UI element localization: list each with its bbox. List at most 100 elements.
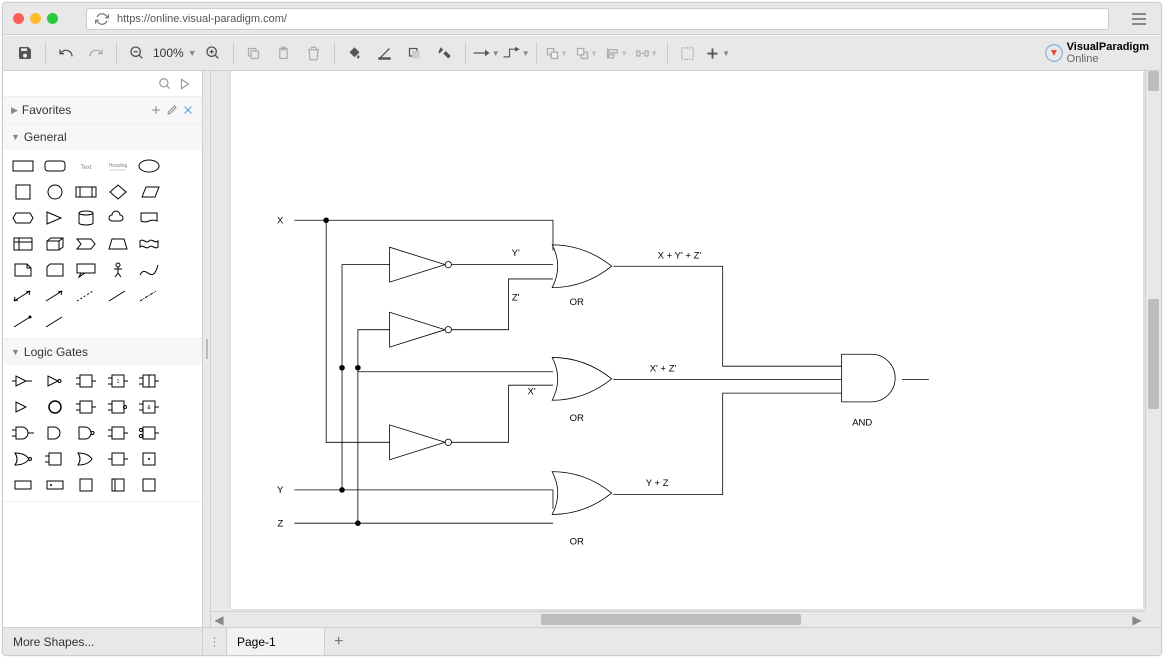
back-button[interactable]: ▼ (573, 39, 601, 67)
front-button[interactable]: ▼ (543, 39, 571, 67)
gate-nand[interactable] (72, 423, 100, 443)
add-tab-button[interactable]: + (325, 628, 353, 655)
gate-box9[interactable] (41, 449, 69, 469)
shape-note[interactable] (9, 260, 37, 280)
gate-box2[interactable]: 1 (104, 371, 132, 391)
shape-ellipse[interactable] (135, 156, 163, 176)
more-shapes-button[interactable]: More Shapes... (3, 628, 203, 655)
redo-button[interactable] (82, 39, 110, 67)
close-icon[interactable] (13, 13, 24, 24)
gate-box8[interactable] (135, 423, 163, 443)
waypoint-button[interactable]: ▼ (502, 39, 530, 67)
shape-text[interactable]: Text (72, 156, 100, 176)
shape-rect[interactable] (9, 156, 37, 176)
zoom-out-button[interactable] (123, 39, 151, 67)
zoom-level[interactable]: 100% ▼ (153, 46, 197, 60)
gate-buffer2[interactable] (9, 397, 37, 417)
stroke-button[interactable] (371, 39, 399, 67)
shape-cube[interactable] (41, 234, 69, 254)
shape-dotdash[interactable] (135, 286, 163, 306)
shape-cloud[interactable] (104, 208, 132, 228)
zoom-in-button[interactable] (199, 39, 227, 67)
shape-line2[interactable] (104, 286, 132, 306)
shape-step[interactable] (72, 234, 100, 254)
undo-button[interactable] (52, 39, 80, 67)
align-button[interactable]: ▼ (603, 39, 631, 67)
delete-button[interactable] (300, 39, 328, 67)
shape-trapezoid[interactable] (104, 234, 132, 254)
gate-not[interactable] (41, 371, 69, 391)
maximize-icon[interactable] (47, 13, 58, 24)
shadow-button[interactable] (401, 39, 429, 67)
shape-cylinder[interactable] (72, 208, 100, 228)
shape-callout[interactable] (72, 260, 100, 280)
gate-box7[interactable] (104, 423, 132, 443)
shape-internal[interactable] (9, 234, 37, 254)
paste-button[interactable] (270, 39, 298, 67)
gate-box13[interactable] (41, 475, 69, 495)
shape-heading[interactable]: Heading (104, 156, 132, 176)
shape-square[interactable] (9, 182, 37, 202)
edit-icon[interactable] (166, 104, 178, 116)
shape-curve[interactable] (135, 260, 163, 280)
shape-document[interactable] (135, 208, 163, 228)
gate-box11[interactable] (135, 449, 163, 469)
shape-triangle[interactable] (41, 208, 69, 228)
connection-button[interactable]: ▼ (472, 39, 500, 67)
minimize-icon[interactable] (30, 13, 41, 24)
vertical-scrollbar[interactable] (1145, 71, 1161, 609)
gate-buffer[interactable] (9, 371, 37, 391)
horizontal-scrollbar[interactable]: ◀▶ (211, 611, 1145, 627)
shape-arrow[interactable] (41, 286, 69, 306)
splitter[interactable] (203, 71, 211, 627)
shape-actor[interactable] (104, 260, 132, 280)
grid-button[interactable] (674, 39, 702, 67)
general-header[interactable]: ▼General (3, 124, 202, 150)
shape-circle[interactable] (41, 182, 69, 202)
gate-box6[interactable]: & (135, 397, 163, 417)
gate-box14[interactable] (72, 475, 100, 495)
gate-box3[interactable] (135, 371, 163, 391)
gate-box5[interactable] (104, 397, 132, 417)
reload-icon[interactable] (95, 12, 109, 26)
gate-and[interactable] (9, 423, 37, 443)
search-icon[interactable] (158, 77, 172, 91)
gate-box1[interactable] (72, 371, 100, 391)
shape-tape[interactable] (135, 234, 163, 254)
copy-button[interactable] (240, 39, 268, 67)
shape-simple-line[interactable] (41, 312, 69, 332)
shape-process[interactable] (72, 182, 100, 202)
collapse-icon[interactable] (178, 77, 192, 91)
fill-button[interactable] (341, 39, 369, 67)
gate-and2[interactable] (41, 423, 69, 443)
format-button[interactable] (431, 39, 459, 67)
canvas[interactable]: XYZY'Z'X'ORX + Y' + Z'ORX' + Z'ORY + ZAN… (231, 71, 1143, 609)
favorites-header[interactable]: ▶Favorites (3, 97, 202, 123)
close-icon[interactable] (182, 104, 194, 116)
shape-roundrect[interactable] (41, 156, 69, 176)
gate-or2[interactable] (72, 449, 100, 469)
add-button[interactable]: ▼ (704, 39, 732, 67)
distribute-button[interactable]: ▼ (633, 39, 661, 67)
url-bar[interactable]: https://online.visual-paradigm.com/ (86, 8, 1109, 30)
shape-diamond[interactable] (104, 182, 132, 202)
gate-box15[interactable] (104, 475, 132, 495)
shape-card[interactable] (41, 260, 69, 280)
gate-or-small[interactable] (9, 449, 37, 469)
shape-hexagon[interactable] (9, 208, 37, 228)
shape-parallelogram[interactable] (135, 182, 163, 202)
shape-biarrow[interactable] (9, 286, 37, 306)
logic-gates-header[interactable]: ▼Logic Gates (3, 339, 202, 365)
gate-box16[interactable] (135, 475, 163, 495)
tab-drag-handle[interactable]: ⋮ (203, 628, 227, 655)
gate-box12[interactable] (9, 475, 37, 495)
plus-icon[interactable] (150, 104, 162, 116)
gate-box4[interactable] (72, 397, 100, 417)
menu-icon[interactable] (1127, 7, 1151, 31)
shape-link[interactable] (9, 312, 37, 332)
shape-dashline[interactable] (72, 286, 100, 306)
save-button[interactable] (11, 39, 39, 67)
gate-circle[interactable] (41, 397, 69, 417)
gate-box10[interactable] (104, 449, 132, 469)
tab-page-1[interactable]: Page-1 (227, 628, 325, 655)
